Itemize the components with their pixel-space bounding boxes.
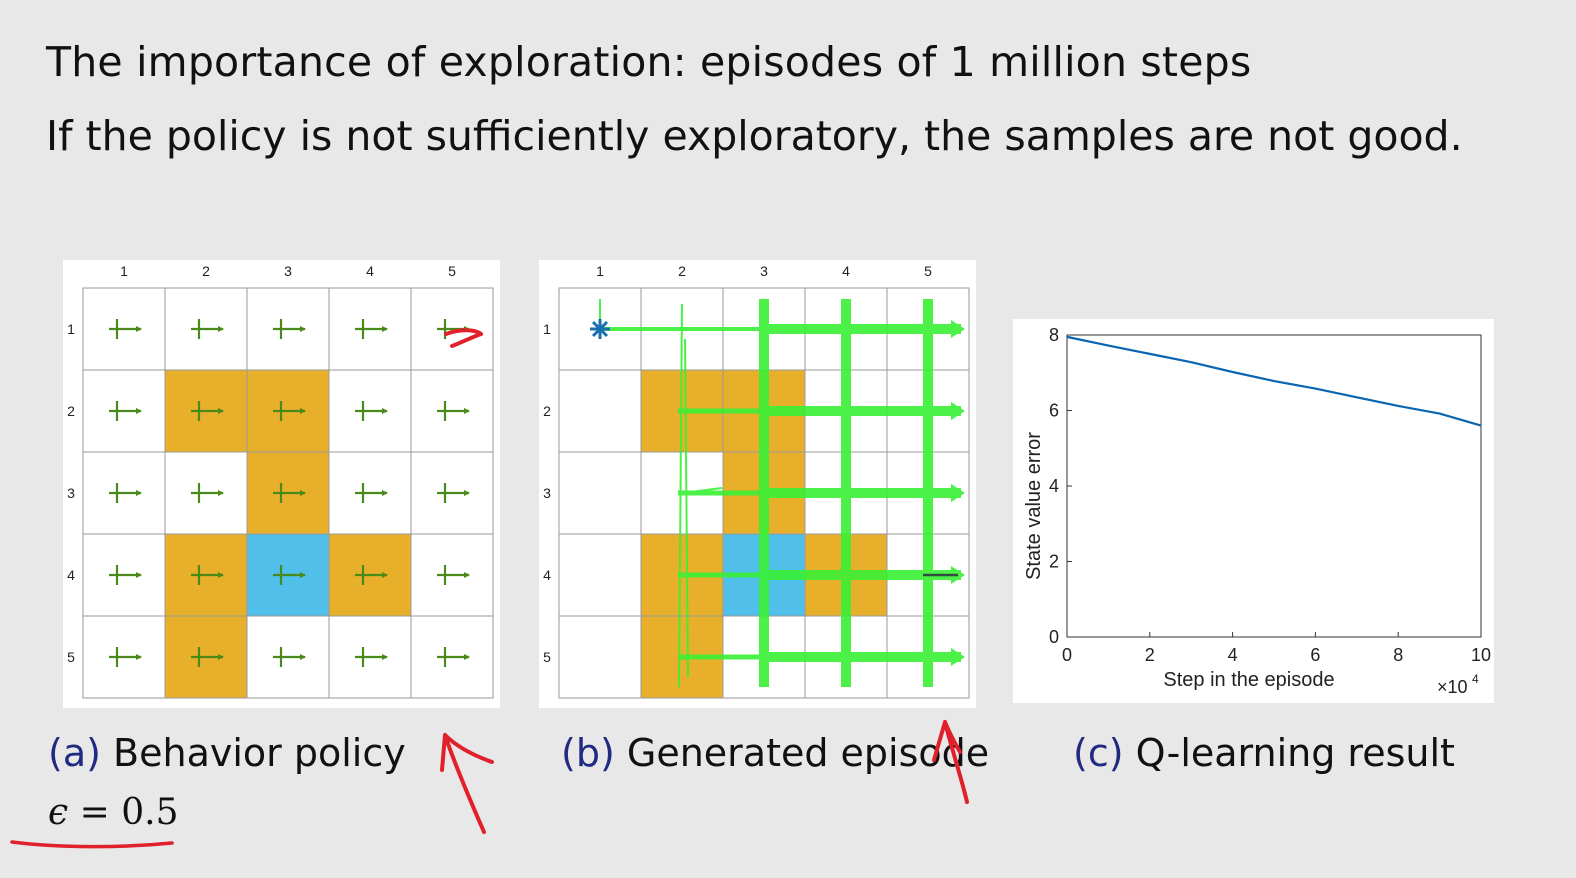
y-tick-label: 4 [1049, 476, 1059, 496]
plot-area [1066, 334, 1482, 638]
row-label: 5 [543, 649, 551, 665]
grid-cell-2-1 [558, 369, 642, 453]
epsilon-value: ϵ = 0.5 [48, 792, 178, 833]
policy-arrow-icon [191, 565, 224, 585]
caption-c-tag: (c) [1073, 731, 1124, 775]
caption-c: (c) Q-learning result [1073, 731, 1455, 775]
policy-arrow-icon [355, 647, 388, 667]
series-line [1066, 335, 1482, 427]
row-label: 2 [543, 403, 551, 419]
policy-arrow-icon [273, 647, 306, 667]
policy-arrow-icon [437, 483, 470, 503]
episode-row-head [951, 484, 965, 502]
policy-arrow-icon [191, 319, 224, 339]
generated-episode-grid: 1 2 3 4 5 1 2 3 4 5 [543, 263, 970, 699]
policy-arrow-icon [109, 565, 142, 585]
epsilon-rest: = 0.5 [68, 792, 179, 833]
caption-a-tag: (a) [48, 731, 101, 775]
x-tick-label: 10 [1471, 645, 1491, 665]
col-label: 4 [842, 263, 850, 279]
caption-b-tag: (b) [561, 731, 615, 775]
row-label: 4 [67, 567, 75, 583]
episode-row-head [951, 320, 965, 338]
policy-arrow-icon [109, 319, 142, 339]
grid-cell-3-1 [558, 451, 642, 535]
policy-arrow-icon [355, 565, 388, 585]
caption-b-text: Generated episode [626, 731, 990, 775]
x-axis-label: Step in the episode [1163, 669, 1334, 691]
slide-subtitle: If the policy is not sufficiently explor… [46, 112, 1463, 160]
col-label: 4 [366, 263, 374, 279]
grid-cell-3-4 [328, 451, 412, 535]
policy-arrow-icon [273, 319, 306, 339]
episode-trajectories [599, 299, 965, 688]
episode-row-head [951, 648, 965, 666]
policy-arrow-icon [437, 647, 470, 667]
grid-cell-3-5 [410, 451, 494, 535]
epsilon-symbol: ϵ [48, 792, 69, 833]
policy-arrow-icon [355, 483, 388, 503]
y-tick-label: 0 [1049, 627, 1059, 647]
row-label: 1 [543, 321, 551, 337]
grid-cell-2-3 [246, 369, 330, 453]
x-tick-label: 2 [1145, 645, 1155, 665]
policy-arrow-icon [273, 565, 306, 585]
grid-cell-5-1 [558, 615, 642, 699]
x-tick-label: 4 [1228, 645, 1238, 665]
policy-arrow-icon [109, 483, 142, 503]
q-learning-chart-panel: 0 2 4 6 8 10 0 2 4 6 8 Step in the episode State val… [1013, 319, 1494, 703]
grid-cell-4-1 [558, 533, 642, 617]
policy-arrow-icon [273, 401, 306, 421]
col-label: 1 [120, 263, 128, 279]
episode-thin-lines [599, 299, 764, 688]
y-tick-label: 8 [1049, 325, 1059, 345]
start-star-icon [590, 319, 610, 339]
policy-arrow-icon [355, 401, 388, 421]
caption-b: (b) Generated episode [561, 731, 989, 775]
x-tick-label: 8 [1393, 645, 1403, 665]
row-label: 4 [543, 567, 551, 583]
col-label: 5 [448, 263, 456, 279]
policy-arrow-icon [191, 647, 224, 667]
y-axis-label: State value error [1023, 432, 1045, 580]
grid-cell-5-2 [164, 615, 248, 699]
col-label: 3 [284, 263, 292, 279]
col-label: 2 [202, 263, 210, 279]
annotation-arrow-a [440, 733, 494, 834]
y-tick-label: 6 [1049, 401, 1059, 421]
policy-arrow-icon [355, 319, 388, 339]
behavior-policy-panel: 1 2 3 4 5 1 2 3 4 5 [63, 260, 500, 708]
col-label: 5 [924, 263, 932, 279]
x-multiplier: ×10 [1437, 677, 1468, 697]
policy-arrow-icon [109, 647, 142, 667]
episode-row-head [951, 402, 965, 420]
policy-arrow-icon [437, 401, 470, 421]
col-label: 2 [678, 263, 686, 279]
policy-arrow-icon [109, 401, 142, 421]
slide-title: The importance of exploration: episodes … [46, 38, 1252, 86]
col-label: 1 [596, 263, 604, 279]
policy-arrow-icon [437, 565, 470, 585]
epsilon-underline [10, 840, 174, 849]
policy-arrow-icon [191, 401, 224, 421]
row-label: 1 [67, 321, 75, 337]
generated-episode-panel: 1 2 3 4 5 1 2 3 4 5 [539, 260, 976, 708]
caption-c-text: Q-learning result [1135, 731, 1455, 775]
row-label: 2 [67, 403, 75, 419]
row-label: 3 [543, 485, 551, 501]
policy-arrow-icon [191, 483, 224, 503]
caption-a: (a) Behavior policy [48, 731, 406, 775]
col-label: 3 [760, 263, 768, 279]
policy-arrow-icon [273, 483, 306, 503]
q-learning-chart: 0 2 4 6 8 10 0 2 4 6 8 Step in the episode State val… [1023, 325, 1491, 697]
a-cells [82, 287, 494, 699]
x-tick-label: 6 [1310, 645, 1320, 665]
x-multiplier-exp: 4 [1472, 672, 1479, 686]
behavior-policy-grid: 1 2 3 4 5 1 2 3 4 5 [67, 263, 494, 699]
y-tick-label: 2 [1049, 552, 1059, 572]
x-tick-label: 0 [1062, 645, 1072, 665]
caption-a-text: Behavior policy [113, 731, 406, 775]
row-label: 5 [67, 649, 75, 665]
row-label: 3 [67, 485, 75, 501]
